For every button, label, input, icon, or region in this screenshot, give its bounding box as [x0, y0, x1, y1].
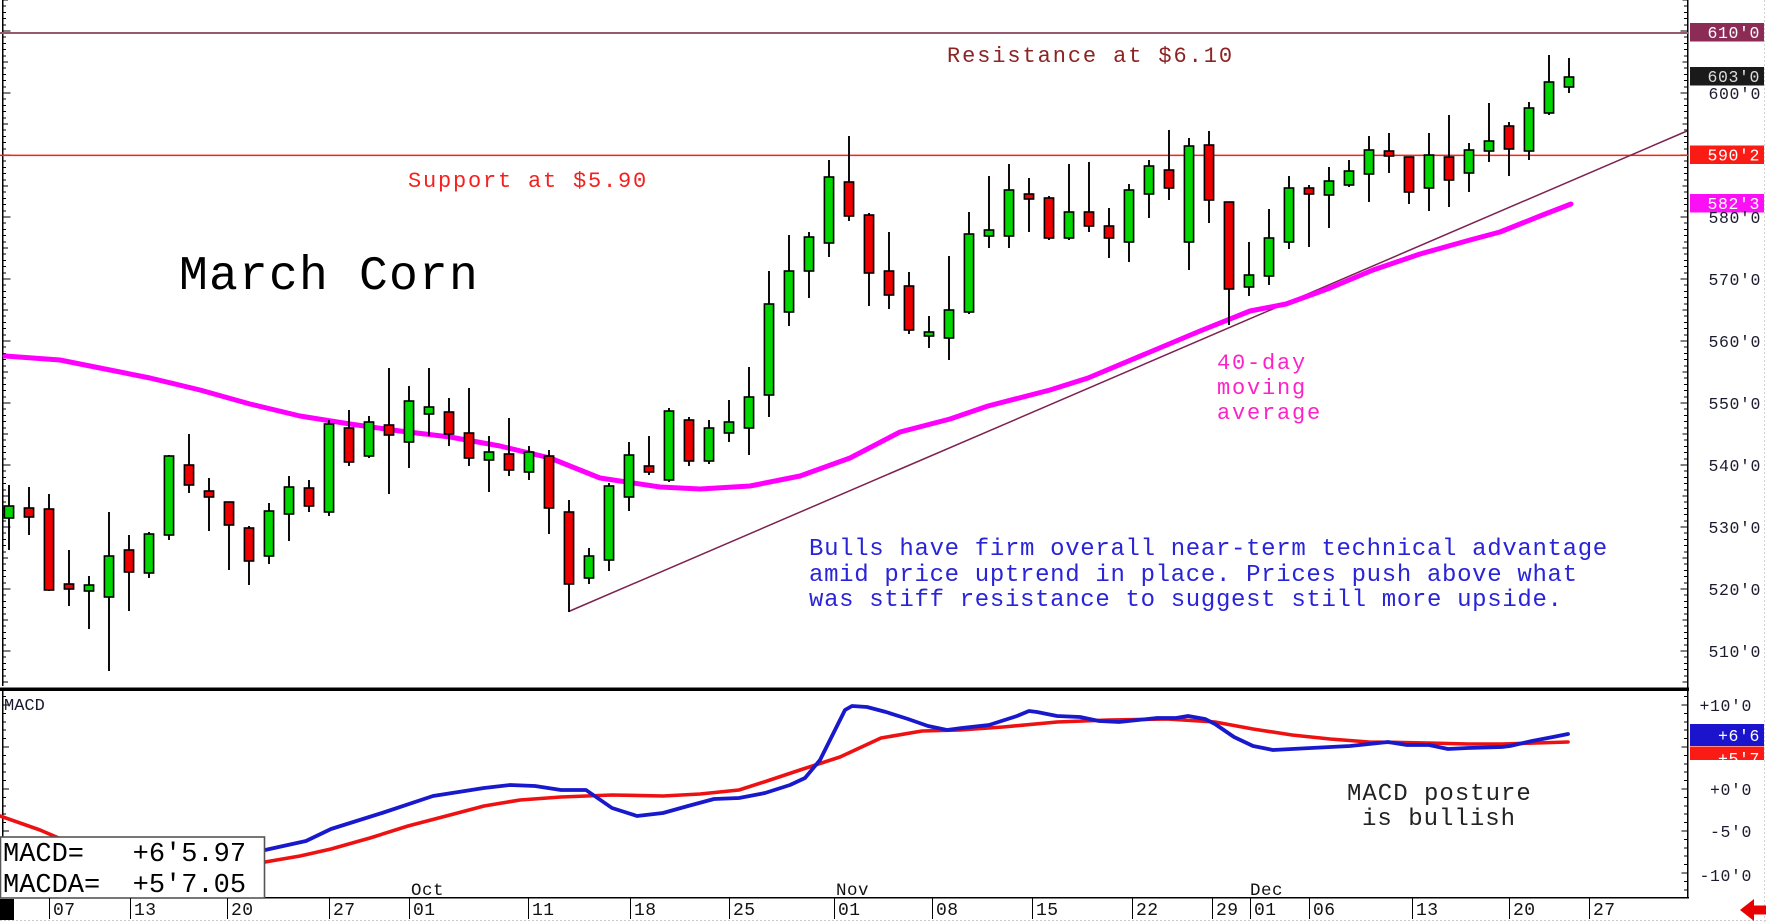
svg-text:Bulls have firm overall near-t: Bulls have firm overall near-term techni… [809, 536, 1608, 563]
svg-text:is bullish: is bullish [1362, 806, 1516, 833]
svg-text:Resistance at $6.10: Resistance at $6.10 [947, 44, 1234, 69]
svg-text:01: 01 [838, 901, 861, 921]
svg-text:11: 11 [532, 901, 555, 921]
svg-text:510'0: 510'0 [1708, 643, 1761, 662]
svg-text:540'0: 540'0 [1708, 457, 1761, 476]
svg-text:average: average [1217, 401, 1322, 426]
svg-text:20: 20 [231, 901, 254, 921]
svg-text:560'0: 560'0 [1708, 333, 1761, 352]
svg-text:29: 29 [1216, 901, 1239, 921]
svg-text:MACD= +6'5.97: MACD= +6'5.97 [3, 840, 246, 870]
svg-text:13: 13 [1416, 901, 1439, 921]
svg-text:01: 01 [413, 901, 436, 921]
svg-text:was stiff resistance to sugges: was stiff resistance to suggest still mo… [809, 587, 1563, 614]
svg-text:March Corn: March Corn [179, 250, 479, 304]
svg-text:27: 27 [333, 901, 356, 921]
svg-text:25: 25 [733, 901, 756, 921]
svg-text:600'0: 600'0 [1708, 85, 1761, 104]
svg-text:MACDA= +5'7.05: MACDA= +5'7.05 [3, 871, 246, 901]
svg-text:603'0: 603'0 [1707, 68, 1760, 87]
svg-text:610'0: 610'0 [1707, 24, 1760, 43]
svg-text:Oct: Oct [411, 881, 444, 901]
svg-text:27: 27 [1593, 901, 1616, 921]
svg-text:07: 07 [53, 901, 76, 921]
svg-text:amid price uptrend in place. P: amid price uptrend in place. Prices push… [809, 562, 1578, 589]
svg-text:MACD: MACD [4, 697, 45, 716]
svg-text:MACD posture: MACD posture [1347, 781, 1532, 808]
svg-text:+10'0: +10'0 [1699, 697, 1752, 716]
svg-text:550'0: 550'0 [1708, 395, 1761, 414]
svg-text:01: 01 [1254, 901, 1277, 921]
svg-text:15: 15 [1036, 901, 1059, 921]
svg-text:590'2: 590'2 [1707, 147, 1760, 166]
svg-text:+6'6: +6'6 [1718, 727, 1760, 746]
svg-text:582'3: 582'3 [1707, 195, 1760, 214]
svg-text:-10'0: -10'0 [1699, 867, 1752, 886]
svg-text:20: 20 [1513, 901, 1536, 921]
svg-text:08: 08 [936, 901, 959, 921]
svg-text:22: 22 [1136, 901, 1159, 921]
svg-text:530'0: 530'0 [1708, 519, 1761, 538]
svg-text:40-day: 40-day [1217, 351, 1307, 376]
svg-text:Support at $5.90: Support at $5.90 [408, 169, 648, 194]
svg-text:520'0: 520'0 [1708, 581, 1761, 600]
svg-text:Nov: Nov [836, 881, 869, 901]
svg-text:moving: moving [1217, 376, 1307, 401]
svg-text:18: 18 [634, 901, 657, 921]
svg-text:580'0: 580'0 [1708, 209, 1761, 228]
svg-text:570'0: 570'0 [1708, 271, 1761, 290]
svg-text:+0'0: +0'0 [1710, 781, 1752, 800]
svg-text:Dec: Dec [1250, 881, 1283, 901]
svg-text:+5'7: +5'7 [1718, 750, 1760, 769]
svg-text:-5'0: -5'0 [1710, 823, 1752, 842]
svg-text:06: 06 [1313, 901, 1336, 921]
svg-text:13: 13 [134, 901, 157, 921]
